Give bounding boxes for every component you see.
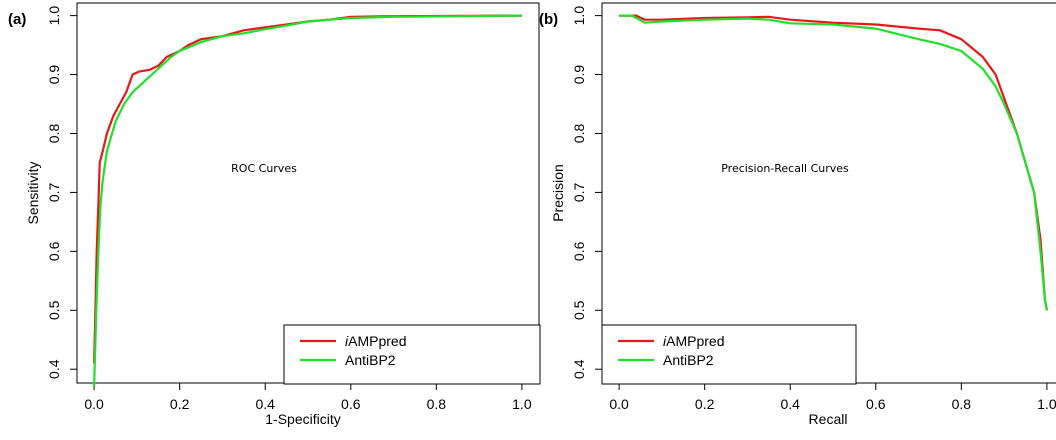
chart-panel-a: (a) 0.0 0.2 0.4 0.6 0.8 1.0 0.4 0.5 0.6 0.7 0.8 0.9 1… (8, 2, 541, 427)
x-tick-label: 0.0 (84, 396, 104, 412)
series-line-antibp2 (93, 14, 522, 387)
panel-label: (a) (8, 11, 26, 28)
y-tick-label: 0.4 (571, 359, 587, 379)
panel-label: (b) (539, 11, 558, 28)
x-axis-title: 1-Specificity (265, 411, 340, 427)
y-tick-label: 0.5 (46, 300, 62, 320)
plot-annotation: ROC Curves (231, 162, 297, 175)
series-line-antibp2 (619, 14, 1048, 311)
legend-label: iAMPpred (345, 333, 406, 349)
legend-label-italic-prefix: i (345, 333, 349, 349)
x-tick-label: 0.0 (609, 396, 629, 412)
legend-box (283, 324, 541, 385)
legend: iAMPpred AntiBP2 (283, 324, 541, 385)
legend-label-rest: AMPpred (348, 333, 406, 349)
y-tick-label: 1.0 (571, 6, 587, 26)
legend-box (601, 324, 857, 385)
y-tick-label: 0.9 (46, 65, 62, 85)
y-tick-label: 0.8 (46, 124, 62, 144)
legend: iAMPpred AntiBP2 (601, 324, 857, 385)
x-tick-label: 0.2 (170, 396, 190, 412)
legend-label: AntiBP2 (663, 352, 714, 368)
x-tick-label: 0.8 (427, 396, 447, 412)
y-tick-label: 0.5 (571, 300, 587, 320)
legend-label: iAMPpred (663, 333, 724, 349)
legend-label-italic-prefix: i (663, 333, 667, 349)
x-tick-label: 0.2 (695, 396, 715, 412)
x-tick-label: 0.6 (341, 396, 361, 412)
x-tick-label: 0.8 (952, 396, 972, 412)
x-tick-label: 0.4 (780, 396, 800, 412)
x-axis-title: Recall (809, 411, 848, 427)
y-tick-label: 0.4 (46, 359, 62, 379)
x-tick-label: 0.6 (866, 396, 886, 412)
chart-panel-b: (b) 0.0 0.2 0.4 0.6 0.8 1.0 0.4 0.5 0.6 0.7 0.8 0.9 1… (539, 2, 1056, 427)
x-tick-label: 0.4 (255, 396, 275, 412)
y-axis-title: Precision (550, 164, 566, 222)
y-tick-label: 0.6 (46, 241, 62, 261)
x-tick-label: 1.0 (512, 396, 532, 412)
plot-annotation: Precision-Recall Curves (721, 162, 849, 175)
y-tick-label: 1.0 (46, 6, 62, 26)
legend-label-rest: AMPpred (666, 333, 724, 349)
legend-label: AntiBP2 (345, 352, 396, 368)
y-tick-label: 0.8 (571, 124, 587, 144)
x-tick-label: 1.0 (1037, 396, 1056, 412)
y-axis-title: Sensitivity (25, 161, 41, 224)
y-tick-label: 0.9 (571, 65, 587, 85)
y-tick-label: 0.7 (46, 182, 62, 202)
y-tick-label: 0.7 (571, 182, 587, 202)
y-tick-label: 0.6 (571, 241, 587, 261)
